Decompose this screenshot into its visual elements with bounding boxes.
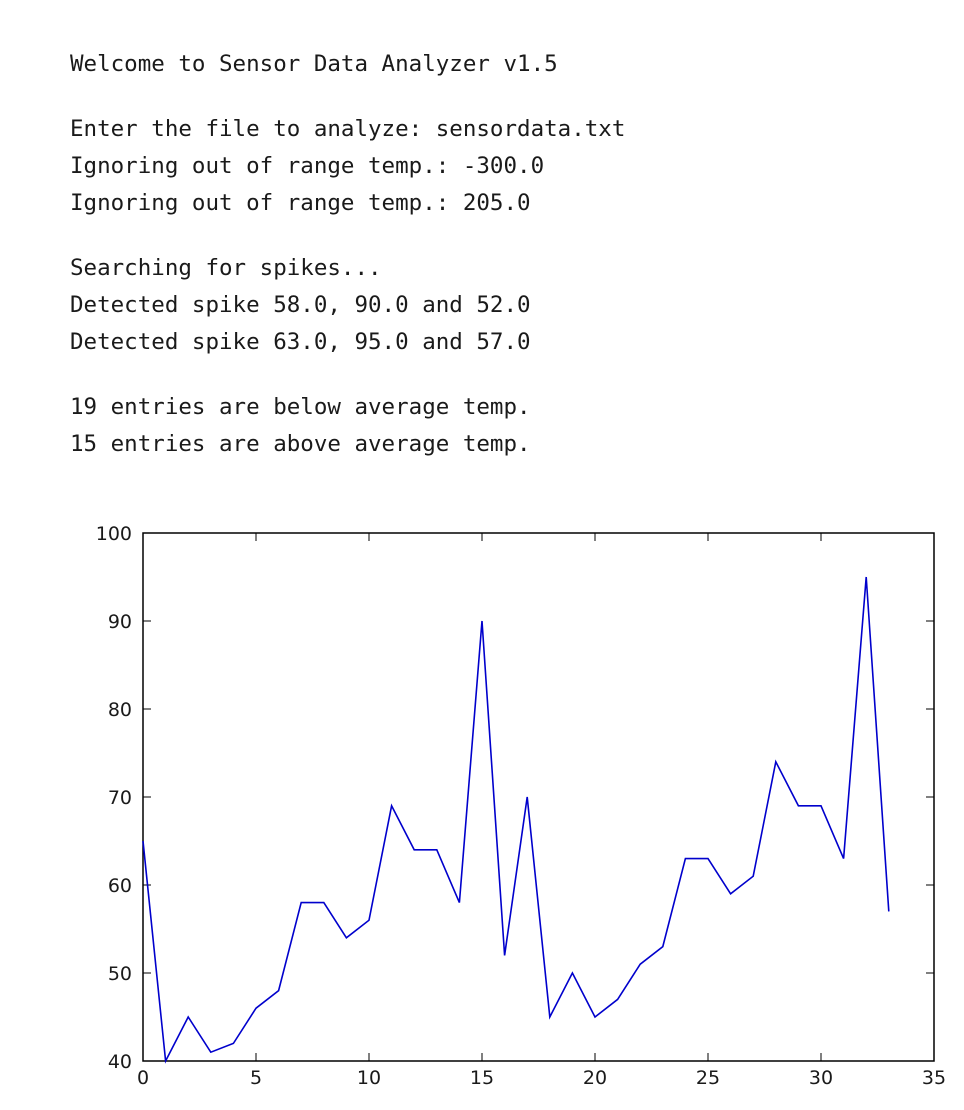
data-point [323,902,325,904]
console-line: Detected spike 58.0, 90.0 and 52.0 [70,292,531,318]
data-point [210,1051,212,1053]
data-point [436,849,438,851]
data-point [639,963,641,965]
x-tick-label: 25 [696,1067,720,1089]
data-point [752,875,754,877]
data-point [459,902,461,904]
data-point [504,955,506,957]
data-point [685,858,687,860]
x-tick-label: 35 [922,1067,946,1089]
x-tick-label: 15 [470,1067,494,1089]
x-tick-label: 10 [357,1067,381,1089]
data-point [255,1007,257,1009]
data-point [142,840,144,842]
console-line: 15 entries are above average temp. [70,431,531,457]
y-tick-label: 70 [108,787,132,809]
console-line: Detected spike 63.0, 95.0 and 57.0 [70,329,531,355]
y-tick-label: 100 [96,523,132,545]
console-line: Welcome to Sensor Data Analyzer v1.5 [70,51,558,77]
data-point [233,1043,235,1045]
data-point [865,576,867,578]
data-point [843,858,845,860]
data-point [278,990,280,992]
data-point [346,937,348,939]
x-tick-label: 0 [137,1067,149,1089]
x-tick-label: 20 [583,1067,607,1089]
temperature-series-line [142,576,890,1064]
data-point [662,946,664,948]
data-point [549,1016,551,1018]
data-point [572,972,574,974]
y-tick-label: 90 [108,611,132,633]
data-point [481,620,483,622]
console-output: Welcome to Sensor Data Analyzer v1.5 Ente… [70,46,625,463]
data-point [707,858,709,860]
y-tick-label: 60 [108,875,132,897]
data-point [730,893,732,895]
data-point [820,805,822,807]
data-point [300,902,302,904]
data-point [526,796,528,798]
data-point [165,1060,167,1062]
console-line: Searching for spikes... [70,255,382,281]
data-point [391,805,393,807]
data-point [888,911,890,913]
console-line: Ignoring out of range temp.: 205.0 [70,190,531,216]
plot-frame [142,532,935,1062]
y-tick-label: 80 [108,699,132,721]
data-point [187,1016,189,1018]
data-point [775,761,777,763]
y-tick-label: 40 [108,1051,132,1073]
console-line: Ignoring out of range temp.: -300.0 [70,153,545,179]
data-point [368,919,370,921]
data-point [413,849,415,851]
console-line: Enter the file to analyze: sensordata.tx… [70,116,626,142]
x-tick-label: 30 [809,1067,833,1089]
console-line: 19 entries are below average temp. [70,394,531,420]
data-point [798,805,800,807]
y-tick-label: 50 [108,963,132,985]
x-tick-label: 5 [250,1067,262,1089]
data-point [617,999,619,1001]
data-point [594,1016,596,1018]
